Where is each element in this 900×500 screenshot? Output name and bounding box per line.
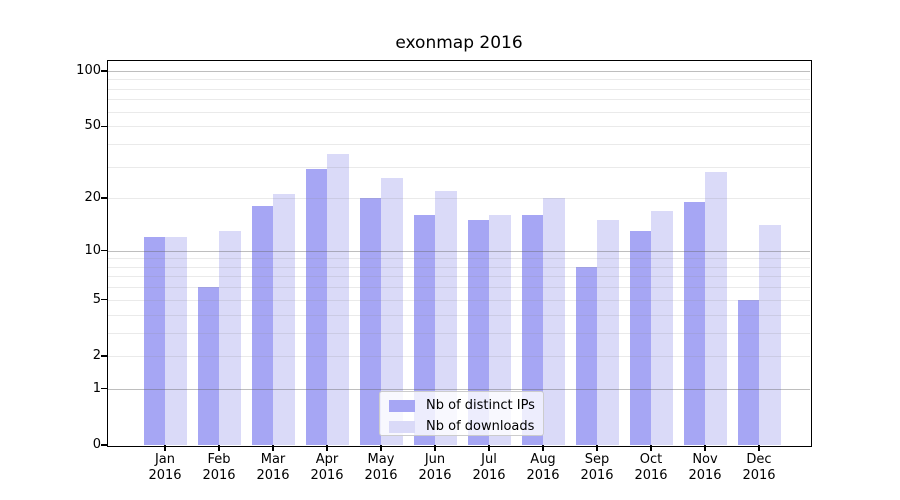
- gridline-major: [108, 250, 810, 252]
- gridline-minor: [108, 299, 810, 301]
- gridline-minor: [108, 143, 810, 145]
- y-tick-label: 1: [92, 380, 101, 396]
- x-tick-label: Aug 2016: [526, 452, 560, 483]
- gridline-minor: [108, 314, 810, 316]
- y-tick-label: 10: [84, 242, 101, 258]
- bar-downloads-4: [381, 177, 403, 445]
- y-tick: [101, 355, 108, 357]
- x-tick: [272, 445, 274, 451]
- gridline-minor: [108, 332, 810, 334]
- x-tick: [542, 445, 544, 451]
- x-tick: [650, 445, 652, 451]
- bar-downloads-6: [489, 215, 511, 445]
- legend: Nb of distinct IPs Nb of downloads: [379, 391, 544, 436]
- x-tick: [758, 445, 760, 451]
- bar-distinct-ips-8: [575, 266, 597, 445]
- gridline-major: [108, 70, 810, 72]
- legend-item-distinct-ips: Nb of distinct IPs: [389, 398, 543, 414]
- x-tick-label: Jan 2016: [148, 452, 182, 483]
- x-tick-label: Dec 2016: [742, 452, 776, 483]
- y-tick: [101, 299, 108, 301]
- y-tick: [101, 125, 108, 127]
- legend-label-distinct-ips: Nb of distinct IPs: [426, 398, 535, 413]
- x-tick: [326, 445, 328, 451]
- bar-distinct-ips-3: [305, 169, 327, 445]
- gridline-minor: [108, 99, 810, 101]
- bar-distinct-ips-4: [359, 198, 381, 445]
- x-tick: [380, 445, 382, 451]
- bar-distinct-ips-5: [413, 215, 435, 445]
- bar-downloads-10: [705, 171, 727, 445]
- bar-distinct-ips-6: [467, 220, 489, 445]
- gridline-minor: [108, 88, 810, 90]
- gridline-minor: [108, 198, 810, 200]
- y-tick: [101, 249, 108, 252]
- y-tick: [101, 197, 108, 199]
- y-tick-label: 2: [92, 347, 101, 363]
- bar-distinct-ips-11: [737, 299, 759, 445]
- plot-area: [108, 61, 810, 445]
- x-tick-label: Sep 2016: [580, 452, 614, 483]
- bar-downloads-9: [651, 210, 673, 445]
- bar-downloads-11: [759, 225, 781, 445]
- bar-downloads-7: [543, 198, 565, 445]
- x-tick-label: Oct 2016: [634, 452, 668, 483]
- gridline-minor: [108, 287, 810, 289]
- y-tick-label: 5: [92, 291, 101, 307]
- bar-distinct-ips-1: [197, 287, 219, 445]
- x-tick-label: Jun 2016: [418, 452, 452, 483]
- bar-distinct-ips-2: [251, 206, 273, 445]
- gridline-minor: [108, 355, 810, 357]
- bar-downloads-0: [165, 237, 187, 445]
- x-tick-label: Mar 2016: [256, 452, 290, 483]
- x-tick: [218, 445, 220, 451]
- gridline-major: [108, 388, 810, 390]
- x-tick-label: Nov 2016: [688, 452, 722, 483]
- bar-distinct-ips-9: [629, 231, 651, 445]
- y-tick: [101, 444, 108, 446]
- x-tick-label: May 2016: [364, 452, 398, 483]
- x-tick: [434, 445, 436, 451]
- x-tick: [164, 445, 166, 451]
- x-tick: [704, 445, 706, 451]
- y-tick-label: 100: [76, 62, 101, 78]
- bar-distinct-ips-7: [521, 215, 543, 445]
- gridline-minor: [108, 111, 810, 113]
- bar-distinct-ips-0: [143, 237, 165, 445]
- bar-downloads-1: [219, 231, 241, 445]
- y-tick-label: 20: [84, 190, 101, 206]
- x-tick: [488, 445, 490, 451]
- gridline-minor: [108, 258, 810, 260]
- bar-distinct-ips-10: [683, 202, 705, 445]
- bar-downloads-8: [597, 220, 619, 445]
- y-tick-label: 50: [84, 118, 101, 134]
- gridline-minor: [108, 276, 810, 278]
- y-tick: [101, 70, 108, 72]
- y-tick-label: 0: [92, 437, 101, 452]
- x-tick-label: Jul 2016: [472, 452, 506, 483]
- bar-downloads-3: [327, 154, 349, 445]
- bar-downloads-5: [435, 190, 457, 445]
- x-tick-label: Feb 2016: [202, 452, 236, 483]
- x-tick: [596, 445, 598, 451]
- chart-title: exonmap 2016: [395, 33, 523, 53]
- legend-swatch-downloads: [389, 421, 415, 433]
- legend-label-downloads: Nb of downloads: [426, 419, 535, 434]
- legend-item-downloads: Nb of downloads: [389, 419, 543, 435]
- gridline-minor: [108, 166, 810, 168]
- gridline-minor: [108, 266, 810, 268]
- gridline-minor: [108, 79, 810, 81]
- legend-swatch-distinct-ips: [389, 400, 415, 412]
- x-tick-label: Apr 2016: [310, 452, 344, 483]
- gridline-minor: [108, 126, 810, 128]
- bar-downloads-2: [273, 194, 295, 445]
- y-tick: [101, 388, 108, 390]
